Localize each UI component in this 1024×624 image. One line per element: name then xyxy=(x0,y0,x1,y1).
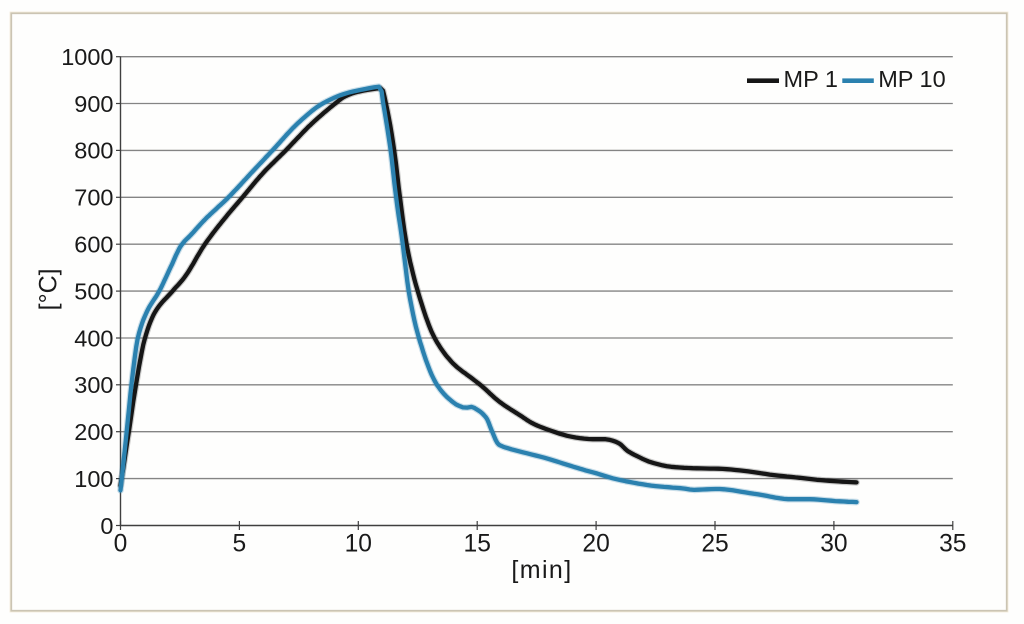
svg-text:500: 500 xyxy=(74,278,113,304)
svg-text:0: 0 xyxy=(114,531,128,558)
svg-text:200: 200 xyxy=(74,419,113,445)
svg-text:15: 15 xyxy=(464,531,491,558)
svg-text:[°C]: [°C] xyxy=(34,268,62,310)
svg-text:800: 800 xyxy=(74,138,113,164)
svg-text:700: 700 xyxy=(74,185,113,211)
svg-text:900: 900 xyxy=(74,91,113,117)
svg-text:100: 100 xyxy=(74,466,113,492)
svg-text:[min]: [min] xyxy=(511,556,572,584)
svg-text:30: 30 xyxy=(820,531,847,558)
svg-text:35: 35 xyxy=(939,531,966,558)
svg-text:5: 5 xyxy=(233,531,247,558)
svg-text:0: 0 xyxy=(100,513,113,539)
svg-text:25: 25 xyxy=(701,531,728,558)
svg-text:1000: 1000 xyxy=(61,44,113,70)
svg-text:600: 600 xyxy=(74,232,113,258)
svg-text:400: 400 xyxy=(74,325,113,351)
svg-text:MP 10: MP 10 xyxy=(878,66,946,92)
svg-text:300: 300 xyxy=(74,372,113,398)
svg-text:MP 1: MP 1 xyxy=(784,66,838,92)
svg-text:10: 10 xyxy=(345,531,372,558)
svg-text:20: 20 xyxy=(582,531,609,558)
